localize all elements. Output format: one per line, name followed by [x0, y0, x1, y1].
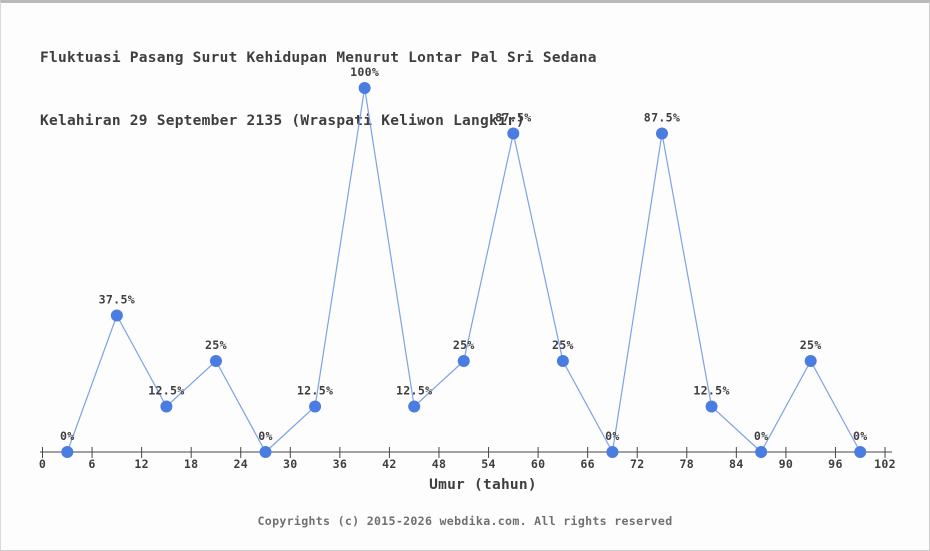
data-point-marker	[160, 400, 173, 413]
data-point-label: 0%	[60, 429, 75, 443]
data-point-label: 0%	[754, 429, 769, 443]
data-point-label: 0%	[605, 429, 620, 443]
data-point-label: 100%	[350, 65, 379, 79]
data-point-marker	[606, 446, 619, 458]
chart-title-line2: Kelahiran 29 September 2135 (Wraspati Ke…	[40, 113, 525, 129]
data-point-label: 0%	[258, 429, 273, 443]
data-point-marker	[408, 400, 421, 413]
data-point-label: 12.5%	[693, 384, 729, 398]
data-point-label: 25%	[800, 338, 822, 352]
data-point-label: 12.5%	[148, 384, 184, 398]
data-point-label: 25%	[205, 338, 227, 352]
data-point-marker	[259, 446, 272, 458]
data-point-label: 0%	[853, 429, 868, 443]
data-point-marker	[556, 355, 569, 367]
data-point-marker	[457, 355, 470, 367]
chart-title-line1: Fluktuasi Pasang Surut Kehidupan Menurut…	[40, 50, 597, 66]
data-point-marker	[755, 446, 768, 458]
x-axis-tick-label: 30	[283, 457, 298, 471]
data-point-marker	[705, 400, 718, 413]
data-point-label: 25%	[552, 338, 574, 352]
data-point-marker	[61, 446, 74, 458]
data-point-label: 25%	[453, 338, 475, 352]
data-point-marker	[358, 82, 371, 94]
x-axis-tick-label: 12	[134, 457, 149, 471]
data-line	[66, 87, 861, 454]
x-axis-tick-label: 6	[88, 457, 95, 471]
x-axis-tick-label: 78	[679, 457, 694, 471]
data-point-label: 37.5%	[99, 293, 135, 307]
x-axis-tick-label: 96	[828, 457, 843, 471]
x-axis-tick-label: 66	[580, 457, 595, 471]
data-point-label: 12.5%	[396, 384, 432, 398]
x-axis-tick-label: 0	[39, 457, 46, 471]
data-point-label: 87.5%	[644, 111, 680, 125]
x-axis-tick-label: 60	[531, 457, 546, 471]
x-axis-tick-label: 42	[382, 457, 397, 471]
data-point-marker	[209, 355, 222, 367]
x-axis-tick-label: 54	[481, 457, 496, 471]
copyright-notice: Copyrights (c) 2015-2026 webdika.com. Al…	[257, 514, 673, 528]
x-axis-tick-label: 102	[874, 457, 896, 471]
x-axis-tick-label: 18	[184, 457, 199, 471]
x-axis-tick-label: 72	[630, 457, 645, 471]
data-point-marker	[309, 400, 322, 413]
x-axis-tick-label: 90	[779, 457, 794, 471]
chart-title: Fluktuasi Pasang Surut Kehidupan Menurut…	[40, 6, 597, 153]
x-axis-label: Umur (tahun)	[429, 477, 537, 493]
data-point-marker	[854, 446, 867, 458]
x-axis-tick-label: 84	[729, 457, 744, 471]
x-axis-tick-label: 36	[333, 457, 348, 471]
data-point-label: 12.5%	[297, 384, 333, 398]
data-point-marker	[110, 309, 123, 322]
x-axis-tick-label: 48	[432, 457, 447, 471]
x-axis-tick-label: 24	[233, 457, 248, 471]
data-point-marker	[656, 127, 668, 140]
data-point-marker	[507, 127, 520, 140]
data-point-label: 87.5%	[495, 111, 531, 125]
data-point-marker	[804, 355, 817, 367]
